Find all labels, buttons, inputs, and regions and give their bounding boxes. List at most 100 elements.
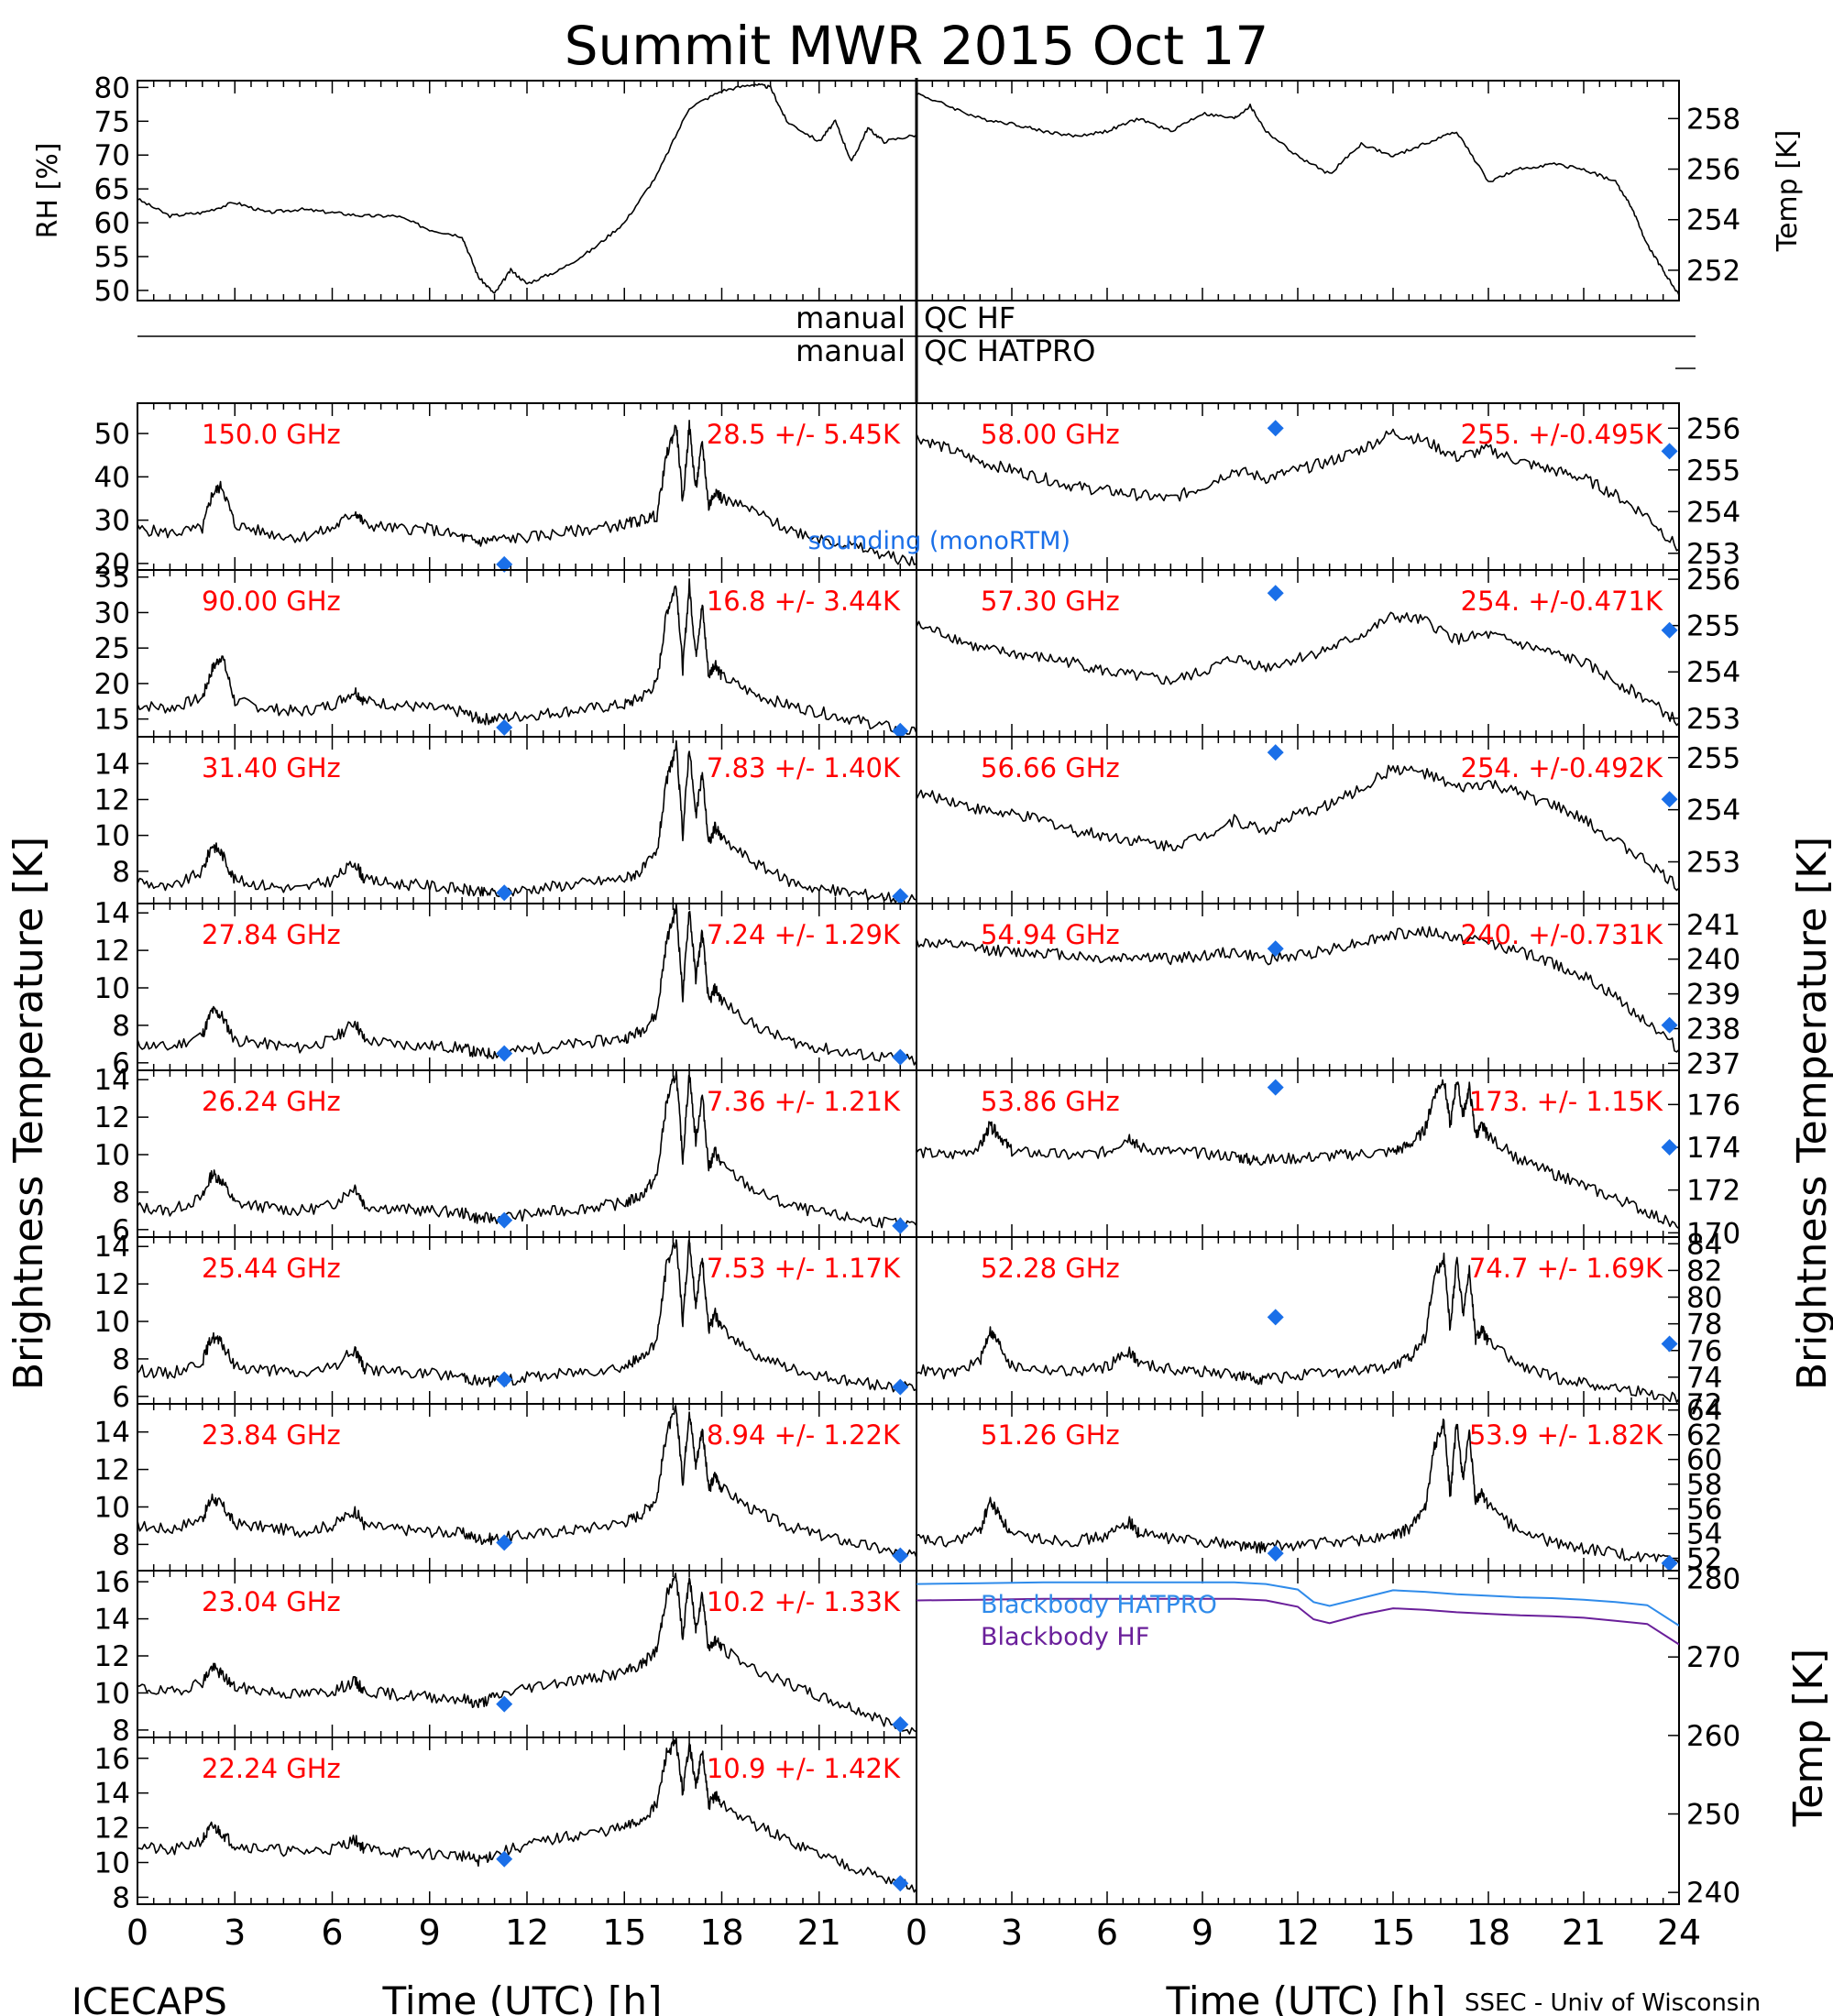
sounding-point: [1267, 744, 1284, 761]
channel-label: 56.66 GHz: [981, 752, 1120, 783]
y-tick-label: 253: [1686, 538, 1740, 571]
series-line: [916, 1252, 1679, 1404]
sounding-point: [496, 555, 513, 573]
y-tick-label: 270: [1686, 1641, 1740, 1674]
y-tick-label: 55: [94, 241, 130, 274]
data-layer: [916, 1252, 1679, 1404]
y-tick-label: 54: [1686, 1518, 1722, 1551]
y-tick-label: 256: [1686, 154, 1740, 187]
channel-stats: 7.53 +/- 1.17K: [707, 1253, 901, 1284]
series-line: [916, 428, 1679, 552]
y-tick-label: 260: [1686, 1720, 1740, 1753]
y-tick-label: 14: [94, 1064, 130, 1097]
y-tick-label: 20: [94, 548, 130, 581]
data-layer: [137, 82, 916, 294]
x-tick-label: 9: [1191, 1912, 1213, 1953]
x-tick-label: 9: [419, 1912, 441, 1953]
sounding-point: [1661, 791, 1678, 808]
qc-manual-label-2: manual: [796, 334, 906, 368]
panel-frame: [916, 80, 1680, 301]
data-layer: [916, 764, 1679, 892]
y-tick-label: 253: [1686, 847, 1740, 880]
channel-label: 31.40 GHz: [202, 752, 341, 783]
channel-label: 23.04 GHz: [202, 1586, 341, 1617]
y-tick-label: 50: [94, 418, 130, 451]
x-tick-label: 12: [505, 1912, 549, 1953]
y-tick-label: 10: [94, 1491, 130, 1524]
x-tick-label: 12: [1276, 1912, 1320, 1953]
y-tick-label: 250: [1686, 1799, 1740, 1832]
data-layer: [137, 740, 916, 904]
y-tick-label: 8: [112, 1177, 130, 1210]
y-tick-label: 60: [1686, 1444, 1722, 1477]
sounding-point: [1267, 940, 1284, 958]
series-line: [916, 764, 1679, 892]
y-tick-label: 80: [94, 71, 130, 104]
x-tick-label: 0: [906, 1912, 927, 1953]
x-tick-label: 6: [1096, 1912, 1118, 1953]
y-tick-label: 30: [94, 505, 130, 538]
panel-temp: 252 254 256 258 Temp [K]: [916, 80, 1804, 301]
y-tick-label: 176: [1686, 1089, 1740, 1122]
y-tick-label: 80: [1686, 1282, 1722, 1315]
sounding-point: [1267, 420, 1284, 437]
y-tick-label: 241: [1686, 909, 1740, 942]
panel-ch53_86: 170 172 174 176 53.86 GHz 173. +/- 1.15K: [916, 1069, 1740, 1250]
series-line: [137, 1239, 916, 1393]
channel-label: 90.00 GHz: [202, 586, 341, 617]
channel-label: 52.28 GHz: [981, 1253, 1120, 1284]
y-tick-label: 64: [1686, 1395, 1722, 1428]
channel-stats: 16.8 +/- 3.44K: [707, 586, 901, 617]
panel-ch27_84: 6 8 10 12 14 27.84 GHz 7.24 +/- 1.29K: [94, 897, 917, 1080]
series-line: [137, 1572, 916, 1735]
sounding-point: [1267, 585, 1284, 602]
series-line-1: [916, 1597, 1679, 1646]
sounding-point: [496, 1850, 513, 1868]
channel-stats: 74.7 +/- 1.69K: [1469, 1253, 1663, 1284]
x-axis-label-left: Time (UTC) [h]: [382, 1978, 663, 2016]
x-tick-label: 18: [699, 1912, 743, 1953]
channel-stats: 254. +/-0.471K: [1461, 586, 1663, 617]
sounding-point: [496, 1371, 513, 1388]
y-tick-label: 14: [94, 1778, 130, 1811]
y-tick-label: 30: [94, 597, 130, 630]
series-line: [137, 904, 916, 1066]
sounding-point: [1267, 1545, 1284, 1562]
y-tick-label: 8: [112, 1010, 130, 1043]
y-tick-label: 52: [1686, 1543, 1722, 1576]
sounding-point: [1661, 621, 1678, 639]
channel-label: 26.24 GHz: [202, 1086, 341, 1117]
y-tick-label: 8: [112, 856, 130, 889]
data-layer: [916, 93, 1679, 296]
panel-ch23_84: 8 10 12 14 23.84 GHz 8.94 +/- 1.22K: [94, 1403, 917, 1572]
y-tick-label: 84: [1686, 1228, 1722, 1261]
x-tick-label: 24: [1657, 1912, 1701, 1953]
x-tick-label: 15: [602, 1912, 646, 1953]
channel-label: 150.0 GHz: [202, 419, 341, 450]
channel-stats: 8.94 +/- 1.22K: [707, 1419, 901, 1451]
panel-ch26_24: 6 8 10 12 14 26.24 GHz 7.36 +/- 1.21K: [94, 1064, 917, 1247]
sounding-point: [496, 1534, 513, 1551]
qc-manual-label-1: manual: [796, 301, 906, 335]
y-tick-label: 254: [1686, 656, 1740, 689]
y-tick-label: 6: [112, 1381, 130, 1414]
series-line: [137, 1405, 916, 1558]
y-tick-label: 12: [94, 1268, 130, 1301]
y-tick-label: 10: [94, 820, 130, 853]
y-tick-label: 8: [112, 1528, 130, 1561]
data-layer: [916, 1581, 1679, 1646]
y-tick-label: 8: [112, 1343, 130, 1376]
y-tick-label: 240: [1686, 944, 1740, 977]
x-tick-label: 18: [1466, 1912, 1510, 1953]
y-tick-label: 255: [1686, 455, 1740, 488]
channel-label: 58.00 GHz: [981, 419, 1120, 450]
series-line: [137, 1070, 916, 1229]
y-tick-label: 6: [112, 1214, 130, 1247]
y-tick-label: 8: [112, 1715, 130, 1748]
